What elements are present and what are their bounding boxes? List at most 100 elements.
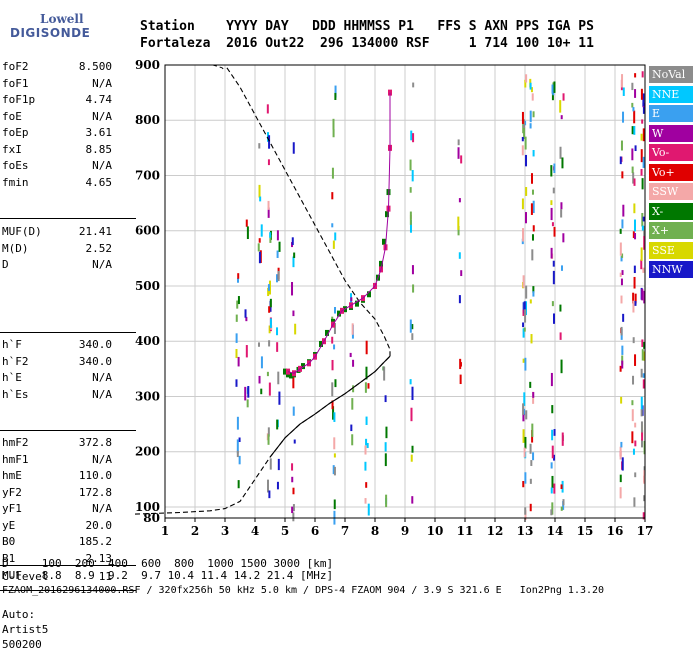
echo-mark [560, 484, 563, 489]
echo-mark [365, 366, 368, 380]
echo-mark [522, 413, 525, 422]
legend-nnw: NNW [649, 261, 693, 278]
file-footer: FZAOM_2016296134000.RSF / 320fx256h 50 k… [2, 585, 605, 596]
echo-mark [562, 233, 565, 243]
echo-mark [235, 333, 238, 343]
echo-mark [619, 272, 622, 277]
echo-mark [531, 423, 534, 437]
echo-mark [292, 406, 295, 416]
echo-mark [561, 480, 564, 493]
x-tick-label: 11 [457, 524, 474, 538]
echo-mark [409, 219, 412, 233]
echo-mark [631, 166, 634, 174]
echo-mark [259, 196, 262, 202]
param-name: foEp [2, 126, 29, 139]
echo-mark [257, 243, 260, 252]
echo-mark [332, 118, 335, 130]
echo-mark [525, 410, 528, 420]
echo-mark [267, 159, 270, 166]
echo-mark [640, 409, 643, 417]
echo-mark [523, 119, 526, 128]
param-name: yE [2, 518, 16, 532]
muf-distance-row: D 100 200 400 600 800 1000 1500 3000 [km… [2, 557, 334, 570]
muf-frequency-row: MUF 8.8 8.9 9.2 9.7 10.4 11.4 14.2 21.4 … [2, 569, 334, 582]
echo-mark [634, 301, 637, 306]
param-row-foep: foEp 3.61 [2, 126, 112, 142]
echo-mark [411, 386, 414, 401]
echo-mark [642, 128, 645, 142]
echo-mark [522, 123, 525, 134]
echo-mark [521, 198, 524, 210]
echo-mark [246, 226, 249, 240]
echo-mark [246, 399, 249, 408]
echo-mark [334, 232, 337, 241]
echo-mark [532, 392, 535, 398]
echo-mark [268, 325, 271, 334]
echo-mark [634, 293, 637, 304]
legend-noval: NoVal [649, 66, 693, 83]
echo-mark [622, 111, 625, 123]
echo-mark [333, 322, 336, 334]
echo-mark [634, 232, 637, 240]
echo-mark [524, 309, 527, 323]
logo-line1: Lowell [40, 12, 84, 26]
echo-mark [641, 429, 644, 441]
echo-mark [331, 223, 334, 228]
legend-nne: NNE [649, 85, 693, 103]
echo-mark [632, 172, 635, 184]
echo-mark [633, 497, 636, 507]
echo-mark [560, 202, 563, 210]
echo-mark [633, 219, 636, 232]
echo-mark [236, 439, 239, 454]
echo-mark [620, 295, 623, 304]
echo-mark [351, 434, 354, 446]
echo-mark [365, 416, 368, 425]
param-value: 110.0 [78, 469, 112, 482]
echo-mark [631, 409, 634, 422]
x-tick-label: 14 [547, 524, 564, 538]
echo-mark [521, 111, 524, 124]
echo-mark [559, 146, 562, 159]
echo-mark [620, 278, 623, 286]
echo-mark [529, 82, 532, 90]
echo-mark [269, 318, 272, 328]
echo-mark [524, 120, 527, 126]
echo-mark [460, 270, 463, 277]
station-header: Station YYYY DAY DDD HHMMSS P1 FFS S AXN… [140, 18, 594, 52]
echo-mark [522, 328, 525, 338]
echo-mark [525, 187, 528, 196]
echo-mark [331, 336, 334, 344]
echo-mark [258, 375, 261, 384]
echo-mark [364, 445, 367, 455]
echo-mark [531, 234, 534, 241]
echo-mark [235, 314, 238, 322]
echo-mark [524, 301, 527, 316]
legend-w: W [649, 124, 693, 142]
param-value: 11 [98, 570, 112, 583]
echo-mark [238, 455, 241, 465]
echo-mark [244, 309, 247, 318]
echo-mark [457, 147, 460, 159]
echo-mark [245, 316, 248, 322]
echo-mark [524, 507, 527, 515]
echo-mark [529, 123, 532, 129]
echo-mark [632, 337, 635, 344]
echo-mark [560, 209, 563, 218]
param-value: N/A [92, 502, 112, 515]
header-labels: Station YYYY DAY DDD HHMMSS P1 FFS S AXN… [140, 19, 594, 34]
param-row-ye: yE 20.0 [2, 519, 112, 535]
echo-mark [552, 89, 555, 96]
echo-mark [551, 445, 554, 459]
echo-mark [333, 466, 336, 476]
echo-mark [621, 270, 624, 275]
echo-mark [550, 487, 553, 494]
echo-mark [551, 502, 554, 515]
true-height-profile [269, 355, 391, 458]
echo-mark [551, 222, 554, 227]
echo-mark [634, 145, 637, 152]
echo-mark [631, 82, 634, 91]
echo-mark [529, 381, 532, 388]
param-name: foF1 [2, 76, 29, 90]
echo-mark [291, 237, 294, 246]
param-row-hmf2: hmF2 372.8 [2, 436, 112, 452]
